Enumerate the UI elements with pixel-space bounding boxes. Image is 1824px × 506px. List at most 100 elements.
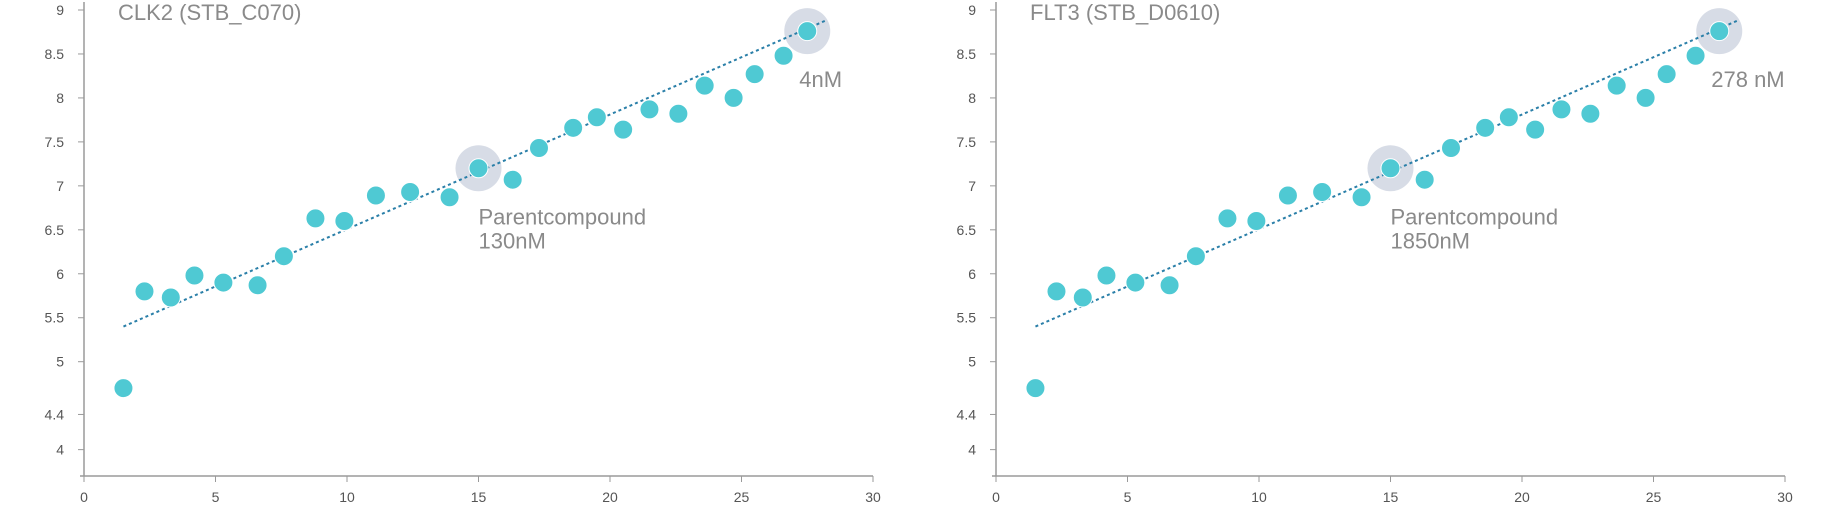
data-point: [723, 87, 744, 108]
annotation-line: 130nM: [479, 228, 546, 253]
data-point: [1072, 287, 1093, 308]
data-point: [694, 75, 715, 96]
data-point: [1025, 378, 1046, 399]
y-tick-label: 6.5: [45, 222, 65, 238]
data-point: [1656, 64, 1677, 85]
annotation-label: 4nM: [799, 67, 842, 92]
data-point: [1096, 265, 1117, 286]
annotation-line: 278 nM: [1711, 67, 1784, 92]
data-point: [273, 246, 294, 267]
data-point: [1525, 119, 1546, 140]
y-tick-label: 7: [968, 178, 976, 194]
y-tick-label: 9: [968, 2, 976, 18]
annotation-label: 278 nM: [1711, 67, 1784, 92]
data-point: [1217, 208, 1238, 229]
x-tick-label: 20: [602, 489, 618, 505]
data-point: [773, 45, 794, 66]
x-tick-label: 0: [80, 489, 88, 505]
data-point: [639, 99, 660, 120]
data-point: [1440, 138, 1461, 159]
y-tick-label: 8.5: [957, 46, 977, 62]
x-tick-label: 25: [1646, 489, 1662, 505]
x-tick-label: 15: [471, 489, 487, 505]
y-tick-label: 4.4: [45, 406, 65, 422]
data-point: [134, 281, 155, 302]
data-point: [1246, 211, 1267, 232]
chart-panel-clk2: 4 4.4 5 5.5 6 6.5 7 7.5 8 8.5 9 0 5 10 15 20 25 30 CLK2 (S…: [0, 0, 881, 506]
data-point: [1159, 275, 1180, 296]
y-tick-label: 7: [56, 178, 64, 194]
y-tick-label: 5: [56, 354, 64, 370]
data-point: [1414, 169, 1435, 190]
data-point: [744, 64, 765, 85]
y-tick-label: 8: [968, 90, 976, 106]
data-point: [1475, 117, 1496, 138]
y-tick-label: 6.5: [957, 222, 977, 238]
y-tick-label: 6: [56, 266, 64, 282]
data-point: [1635, 87, 1656, 108]
data-point: [468, 158, 489, 179]
data-point: [400, 182, 421, 203]
x-tick-label: 5: [1124, 489, 1132, 505]
annotation-label: Parentcompound 130nM: [479, 204, 647, 253]
annotation-line: 4nM: [799, 67, 842, 92]
x-tick-label: 30: [865, 489, 881, 505]
data-point: [1380, 158, 1401, 179]
chart-title: CLK2 (STB_C070): [118, 0, 301, 25]
chart-title: FLT3 (STB_D0610): [1030, 0, 1220, 25]
data-point: [1312, 182, 1333, 203]
annotation-line: Parentcompound: [1391, 204, 1559, 229]
x-tick-label: 10: [339, 489, 355, 505]
data-point: [113, 378, 134, 399]
x-tick-label: 30: [1777, 489, 1793, 505]
y-tick-label: 5: [968, 354, 976, 370]
data-point: [1580, 103, 1601, 124]
data-point: [1125, 272, 1146, 293]
data-point: [160, 287, 181, 308]
data-point: [502, 169, 523, 190]
y-tick-label: 4: [56, 442, 64, 458]
data-point: [1185, 246, 1206, 267]
x-tick-label: 0: [992, 489, 1000, 505]
y-tick-label: 4.4: [957, 406, 977, 422]
data-point: [1685, 45, 1706, 66]
y-tick-label: 4: [968, 442, 976, 458]
y-tick-label: 6: [968, 266, 976, 282]
data-point: [1046, 281, 1067, 302]
data-point: [1351, 187, 1372, 208]
y-tick-label: 8: [56, 90, 64, 106]
data-point: [1551, 99, 1572, 120]
data-point: [563, 117, 584, 138]
data-point: [184, 265, 205, 286]
x-tick-label: 25: [734, 489, 750, 505]
data-point: [668, 103, 689, 124]
y-tick-label: 7.5: [957, 134, 977, 150]
trend-line: [123, 19, 827, 328]
data-point: [1498, 107, 1519, 128]
y-tick-label: 7.5: [45, 134, 65, 150]
chart-panel-flt3: 4 4.4 5 5.5 6 6.5 7 7.5 8 8.5 9 0 5 10 15 20 25 30 FLT3 (S…: [912, 0, 1793, 506]
data-point: [439, 187, 460, 208]
data-point: [528, 138, 549, 159]
data-point: [213, 272, 234, 293]
y-tick-label: 5.5: [957, 310, 977, 326]
y-tick-label: 8.5: [45, 46, 65, 62]
annotation-line: Parentcompound: [479, 204, 647, 229]
x-tick-label: 10: [1251, 489, 1267, 505]
data-point: [1709, 21, 1730, 42]
data-point: [365, 185, 386, 206]
data-point: [247, 275, 268, 296]
x-tick-label: 5: [212, 489, 220, 505]
scatter-chart-clk2: 4 4.4 5 5.5 6 6.5 7 7.5 8 8.5 9 0 5 10 15 20 25 30 CLK2 (S…: [45, 0, 881, 505]
trend-line: [1035, 19, 1739, 328]
x-tick-label: 15: [1383, 489, 1399, 505]
data-point: [334, 211, 355, 232]
data-point: [797, 21, 818, 42]
y-tick-label: 9: [56, 2, 64, 18]
data-point: [1277, 185, 1298, 206]
annotation-line: 1850nM: [1391, 228, 1471, 253]
data-point: [586, 107, 607, 128]
scatter-chart-flt3: 4 4.4 5 5.5 6 6.5 7 7.5 8 8.5 9 0 5 10 15 20 25 30 FLT3 (S…: [957, 0, 1793, 505]
annotation-label: Parentcompound 1850nM: [1391, 204, 1559, 253]
x-tick-label: 20: [1514, 489, 1530, 505]
